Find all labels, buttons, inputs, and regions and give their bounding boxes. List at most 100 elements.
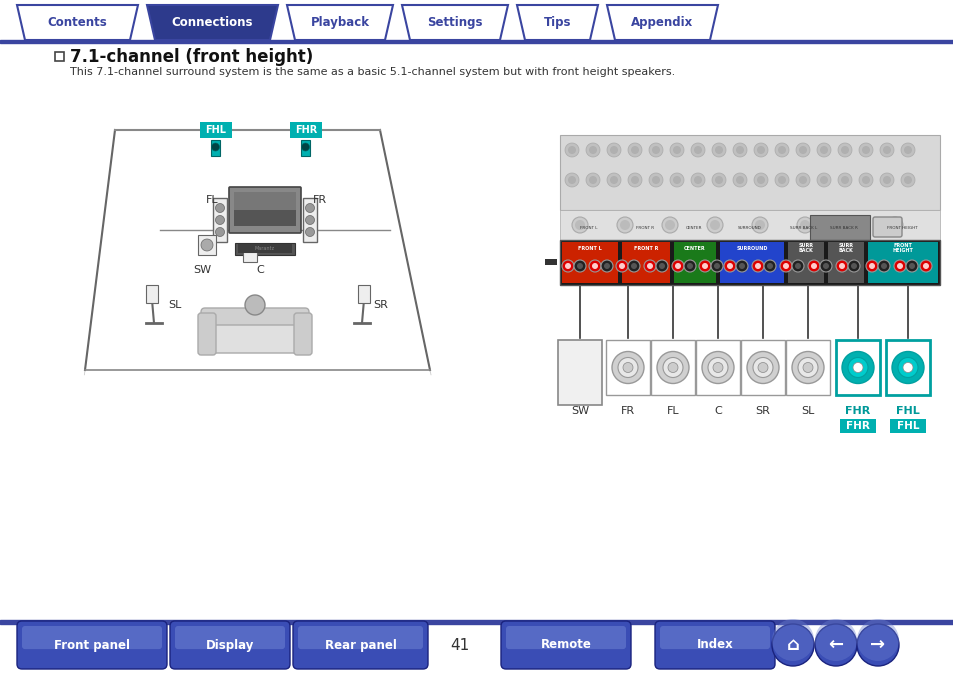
Text: CENTER: CENTER	[685, 226, 701, 230]
Circle shape	[862, 146, 869, 154]
Bar	[605, 340, 649, 395]
Circle shape	[891, 351, 923, 384]
Circle shape	[763, 260, 775, 272]
Circle shape	[903, 176, 911, 184]
Circle shape	[707, 357, 727, 378]
Polygon shape	[401, 5, 507, 40]
Text: Marantz: Marantz	[254, 246, 274, 252]
Circle shape	[564, 143, 578, 157]
Circle shape	[572, 217, 587, 233]
Circle shape	[215, 215, 224, 225]
Circle shape	[791, 351, 823, 384]
Circle shape	[897, 357, 917, 378]
Circle shape	[837, 173, 851, 187]
Text: FHR: FHR	[845, 421, 869, 431]
FancyBboxPatch shape	[655, 621, 774, 669]
Bar	[559, 210, 939, 240]
FancyBboxPatch shape	[294, 313, 312, 355]
Bar	[237, 244, 292, 253]
Circle shape	[754, 220, 764, 230]
Bar	[357, 285, 370, 303]
FancyBboxPatch shape	[208, 325, 302, 353]
Circle shape	[588, 146, 597, 154]
Text: FHR: FHR	[844, 406, 870, 416]
Circle shape	[900, 173, 914, 187]
Circle shape	[648, 173, 662, 187]
Circle shape	[710, 260, 722, 272]
Circle shape	[771, 624, 813, 666]
FancyBboxPatch shape	[659, 626, 769, 649]
Circle shape	[900, 143, 914, 157]
Circle shape	[800, 220, 809, 230]
Circle shape	[622, 363, 633, 372]
Text: 7.1-channel (front height): 7.1-channel (front height)	[70, 48, 313, 66]
Circle shape	[305, 215, 314, 225]
Text: SW: SW	[570, 406, 588, 416]
Text: Index: Index	[696, 639, 733, 651]
Circle shape	[651, 146, 659, 154]
Circle shape	[564, 173, 578, 187]
Circle shape	[841, 351, 873, 384]
Circle shape	[609, 146, 618, 154]
Circle shape	[567, 176, 576, 184]
Circle shape	[669, 143, 683, 157]
Circle shape	[575, 220, 584, 230]
Bar	[558, 340, 601, 405]
Circle shape	[627, 260, 639, 272]
Circle shape	[766, 263, 772, 269]
Circle shape	[774, 143, 788, 157]
Circle shape	[669, 173, 683, 187]
Text: FHR: FHR	[294, 125, 316, 135]
Circle shape	[858, 143, 872, 157]
Circle shape	[585, 143, 599, 157]
Bar	[650, 340, 695, 395]
Circle shape	[739, 263, 744, 269]
Text: FL: FL	[206, 195, 218, 205]
Text: SURR BACK R: SURR BACK R	[829, 226, 857, 230]
Circle shape	[618, 357, 638, 378]
Circle shape	[837, 143, 851, 157]
Polygon shape	[147, 5, 277, 40]
Circle shape	[711, 173, 725, 187]
Circle shape	[905, 260, 917, 272]
Text: 41: 41	[450, 637, 469, 653]
Bar	[146, 285, 158, 303]
Bar	[621, 242, 669, 283]
Bar	[200, 122, 232, 138]
Circle shape	[305, 203, 314, 213]
Text: Display: Display	[206, 639, 253, 651]
Circle shape	[630, 176, 639, 184]
Circle shape	[780, 260, 791, 272]
Text: Appendix: Appendix	[631, 16, 693, 29]
Circle shape	[816, 143, 830, 157]
Bar	[213, 198, 227, 242]
Circle shape	[919, 260, 931, 272]
Circle shape	[820, 146, 827, 154]
Circle shape	[301, 143, 309, 151]
Circle shape	[712, 363, 722, 372]
Circle shape	[757, 146, 764, 154]
Circle shape	[880, 263, 886, 269]
Circle shape	[778, 176, 785, 184]
Bar	[55, 52, 64, 61]
Text: SURR BACK L: SURR BACK L	[789, 226, 817, 230]
Circle shape	[657, 351, 688, 384]
Circle shape	[215, 227, 224, 236]
Circle shape	[774, 173, 788, 187]
Circle shape	[215, 203, 224, 213]
Bar	[696, 340, 740, 395]
Circle shape	[807, 260, 820, 272]
Bar	[885, 340, 929, 395]
Circle shape	[201, 239, 213, 251]
Circle shape	[852, 363, 862, 372]
Circle shape	[820, 176, 827, 184]
Circle shape	[751, 217, 767, 233]
Circle shape	[820, 260, 831, 272]
Circle shape	[816, 173, 830, 187]
FancyBboxPatch shape	[293, 621, 428, 669]
Text: FRONT R: FRONT R	[633, 246, 658, 250]
Polygon shape	[287, 5, 393, 40]
Text: FL: FL	[666, 406, 679, 416]
Bar	[740, 340, 784, 395]
Text: CENTER: CENTER	[683, 246, 705, 250]
